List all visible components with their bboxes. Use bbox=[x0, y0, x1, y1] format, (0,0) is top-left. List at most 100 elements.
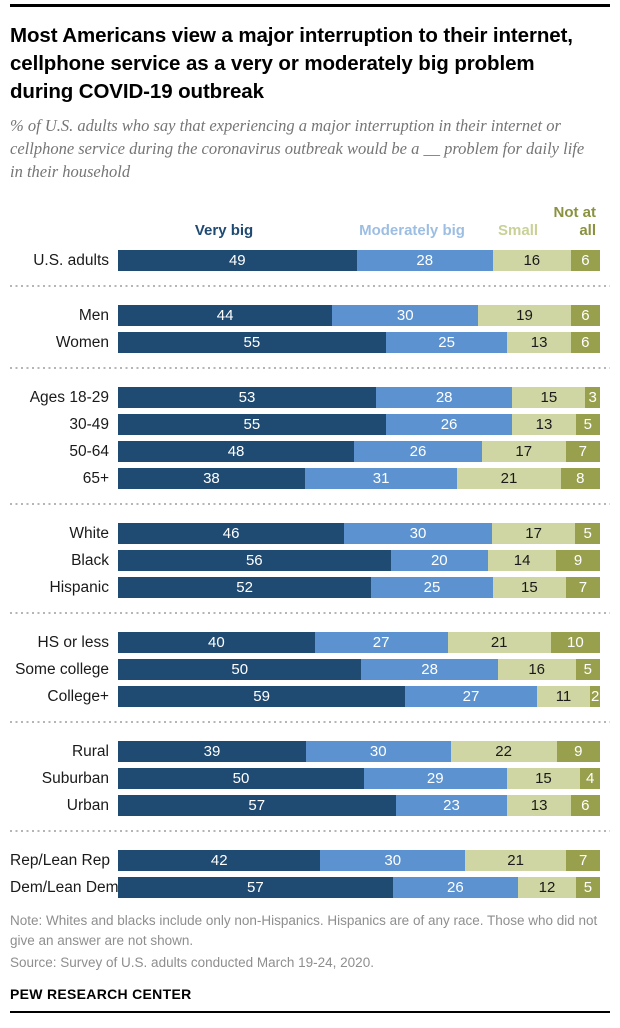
segment-value: 28 bbox=[421, 661, 438, 678]
bar-row: 30-49 55 26 13 5 bbox=[10, 414, 610, 435]
segment-value: 55 bbox=[243, 334, 261, 351]
row-category-label: U.S. adults bbox=[33, 251, 109, 269]
segment-value: 25 bbox=[423, 579, 441, 596]
bar-segment-small: 12 bbox=[518, 877, 576, 898]
bar-segment-moderately-big: 25 bbox=[385, 332, 508, 353]
bar-segment-small: 13 bbox=[507, 332, 571, 353]
bar-segment-small: 17 bbox=[481, 441, 566, 462]
stacked-bar: 38 31 21 8 bbox=[118, 468, 600, 489]
stacked-bar: 48 26 17 7 bbox=[118, 441, 600, 462]
bar-segment-very-big: 56 bbox=[118, 550, 391, 571]
bar-segment-not-at-all: 3 bbox=[585, 387, 600, 408]
row-category-label: 30-49 bbox=[69, 415, 109, 433]
row-category-label: Rural bbox=[71, 742, 109, 760]
segment-value: 57 bbox=[247, 879, 264, 896]
bar-row: Suburban 50 29 15 4 bbox=[10, 768, 610, 789]
segment-value: 39 bbox=[203, 743, 221, 760]
group-separator bbox=[10, 367, 610, 369]
bar-segment-small: 21 bbox=[457, 468, 561, 489]
chart-subtitle: % of U.S. adults who say that experienci… bbox=[10, 116, 585, 181]
segment-value: 13 bbox=[530, 797, 548, 814]
bar-group: Men 44 30 19 6 Women 55 25 13 6 bbox=[10, 305, 610, 353]
segment-value: 55 bbox=[243, 416, 261, 433]
bar-segment-moderately-big: 30 bbox=[305, 741, 451, 762]
segment-value: 4 bbox=[585, 770, 595, 787]
segment-value: 13 bbox=[530, 334, 548, 351]
segment-value: 17 bbox=[515, 443, 533, 460]
bar-row: White 46 30 17 5 bbox=[10, 523, 610, 544]
bar-segment-moderately-big: 30 bbox=[344, 523, 492, 544]
bar-segment-moderately-big: 30 bbox=[332, 305, 479, 326]
segment-value: 42 bbox=[210, 852, 228, 869]
bar-segment-very-big: 55 bbox=[118, 414, 386, 435]
bar-segment-not-at-all: 6 bbox=[570, 332, 600, 353]
bar-row: College+ 59 27 11 2 bbox=[10, 686, 610, 707]
bar-segment-not-at-all: 6 bbox=[570, 250, 600, 271]
segment-value: 30 bbox=[396, 307, 414, 324]
segment-value: 2 bbox=[590, 688, 600, 705]
bar-segment-very-big: 55 bbox=[118, 332, 386, 353]
bar-segment-small: 14 bbox=[488, 550, 557, 571]
group-separator bbox=[10, 612, 610, 614]
bar-group: HS or less 40 27 21 10 Some college 50 28 16 5 Col… bbox=[10, 632, 610, 707]
bar-segment-moderately-big: 25 bbox=[371, 577, 493, 598]
segment-value: 6 bbox=[581, 334, 590, 351]
row-category-label: Men bbox=[78, 306, 109, 324]
segment-value: 56 bbox=[245, 552, 263, 569]
bar-segment-not-at-all: 10 bbox=[550, 632, 600, 653]
bar-segment-very-big: 40 bbox=[118, 632, 315, 653]
legend-item-very-big: Very big bbox=[194, 222, 254, 239]
segment-value: 13 bbox=[535, 416, 553, 433]
bar-group: Rural 39 30 22 9 Suburban 50 29 15 4 Urban 57 23 13 6 bbox=[10, 741, 610, 816]
stacked-bar: 55 26 13 5 bbox=[118, 414, 600, 435]
bar-segment-moderately-big: 28 bbox=[376, 387, 513, 408]
bar-row: U.S. adults 49 28 16 6 bbox=[10, 250, 610, 271]
segment-value: 6 bbox=[581, 797, 590, 814]
segment-value: 6 bbox=[581, 252, 590, 269]
bar-segment-small: 19 bbox=[478, 305, 571, 326]
segment-value: 25 bbox=[438, 334, 455, 351]
bar-segment-very-big: 57 bbox=[118, 795, 396, 816]
bar-segment-moderately-big: 28 bbox=[361, 659, 498, 680]
segment-value: 28 bbox=[416, 252, 434, 269]
bar-group: U.S. adults 49 28 16 6 bbox=[10, 250, 610, 271]
bar-segment-not-at-all: 7 bbox=[565, 577, 600, 598]
bar-segment-very-big: 46 bbox=[118, 523, 345, 544]
segment-value: 12 bbox=[538, 879, 556, 896]
segment-value: 11 bbox=[555, 688, 572, 705]
bar-segment-not-at-all: 6 bbox=[570, 305, 600, 326]
bar-segment-not-at-all: 7 bbox=[565, 441, 600, 462]
bar-row: HS or less 40 27 21 10 bbox=[10, 632, 610, 653]
row-category-label: College+ bbox=[47, 687, 109, 705]
bar-segment-moderately-big: 26 bbox=[392, 877, 519, 898]
segment-value: 22 bbox=[495, 743, 512, 760]
segment-value: 21 bbox=[500, 470, 518, 487]
segment-value: 5 bbox=[583, 879, 593, 896]
segment-value: 26 bbox=[440, 416, 458, 433]
bar-segment-very-big: 53 bbox=[118, 387, 377, 408]
segment-value: 48 bbox=[227, 443, 245, 460]
bar-segment-moderately-big: 31 bbox=[304, 468, 458, 489]
bar-segment-small: 16 bbox=[497, 659, 576, 680]
row-category-label: 50-64 bbox=[69, 442, 109, 460]
stacked-bar: 53 28 15 3 bbox=[118, 387, 600, 408]
bar-segment-very-big: 57 bbox=[118, 877, 393, 898]
segment-value: 50 bbox=[232, 770, 250, 787]
bar-segment-small: 22 bbox=[450, 741, 557, 762]
bar-row: Some college 50 28 16 5 bbox=[10, 659, 610, 680]
segment-value: 10 bbox=[567, 634, 584, 651]
bar-row: Rep/Lean Rep 42 30 21 7 bbox=[10, 850, 610, 871]
bar-segment-not-at-all: 9 bbox=[556, 741, 600, 762]
segment-value: 49 bbox=[228, 252, 246, 269]
row-category-label: Some college bbox=[15, 660, 109, 678]
segment-value: 8 bbox=[576, 470, 585, 487]
segment-value: 6 bbox=[581, 307, 590, 324]
bar-segment-not-at-all: 7 bbox=[566, 850, 600, 871]
group-separator bbox=[10, 721, 610, 723]
legend-item-small: Small bbox=[498, 222, 539, 239]
row-category-label: White bbox=[69, 524, 109, 542]
row-category-label: 65+ bbox=[82, 469, 109, 487]
segment-value: 44 bbox=[216, 307, 234, 324]
bar-segment-not-at-all: 5 bbox=[575, 523, 600, 544]
segment-value: 5 bbox=[583, 416, 592, 433]
